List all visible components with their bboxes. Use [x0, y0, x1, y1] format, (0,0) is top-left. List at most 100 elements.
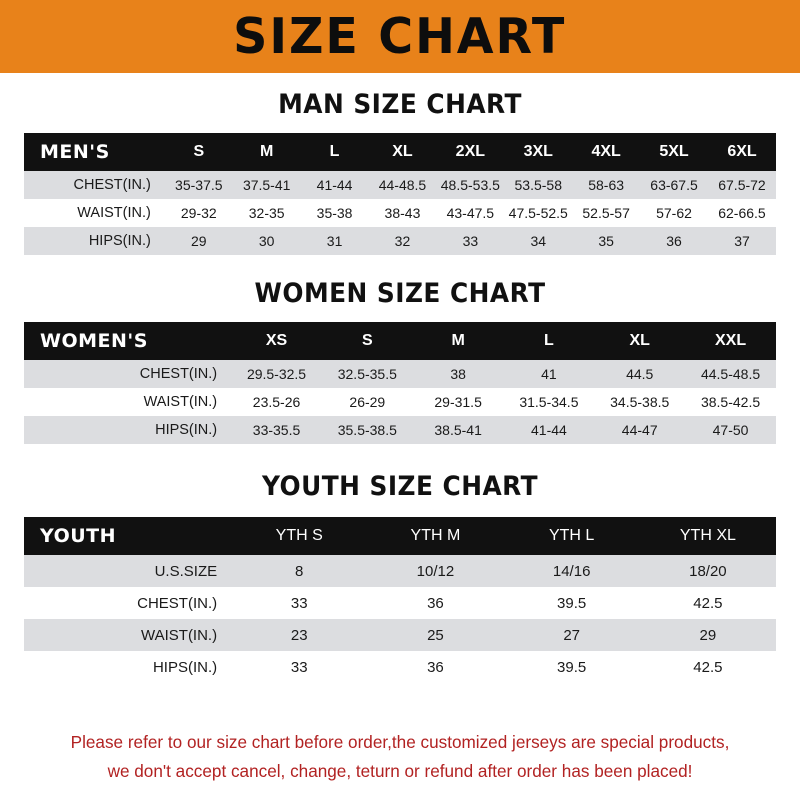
cell-hips-in--2xl: 33 [436, 227, 505, 255]
column-header-yth-s: YTH S [275, 527, 323, 544]
cell-hips-in--xl: 44-47 [594, 416, 686, 444]
cell-hips-in--xl: 32 [368, 227, 437, 255]
page-banner: SIZE CHART [0, 0, 800, 73]
women-section-title: WOMEN SIZE CHART [254, 278, 546, 309]
table-row: HIPS(IN.) 33-35.5 35.5-38.5 38.5-41 41-44 44-… [24, 416, 776, 444]
cell-waist-in--yth-m: 25 [367, 619, 504, 651]
cell-chest-in--l: 41 [503, 360, 595, 388]
cell-waist-in--l: 31.5-34.5 [503, 388, 595, 416]
column-header-yth-xl: YTH XL [679, 527, 736, 544]
man-table-body: MEN'S S M L XL 2XL 3XL 4XL 5XL 6XL CHEST(IN.) 35-37… [24, 133, 776, 255]
cell-u-s-size-yth-xl: 18/20 [639, 555, 776, 587]
cell-chest-in--yth-m: 36 [367, 587, 504, 619]
column-header-4xl: 4XL [591, 143, 621, 160]
cell-waist-in--s: 29-32 [164, 199, 233, 227]
cell-u-s-size-yth-l: 14/16 [503, 555, 640, 587]
cell-chest-in--xs: 29.5-32.5 [231, 360, 322, 388]
row-label-chest-in-: CHEST(IN.) [24, 171, 165, 199]
row-label-u-s-size: U.S.SIZE [24, 555, 232, 587]
table-row: WAIST(IN.) 29-32 32-35 35-38 38-43 43-47.5 47.… [24, 199, 776, 227]
page-title: SIZE CHART [233, 8, 567, 65]
cell-chest-in--xl: 44-48.5 [368, 171, 437, 199]
cell-waist-in--s: 26-29 [321, 388, 413, 416]
cell-hips-in--s: 29 [164, 227, 233, 255]
column-header-l: L [329, 143, 340, 160]
youth-table-body: YOUTH YTH S YTH M YTH L YTH XL U.S.SIZE 8 10/12… [24, 517, 776, 683]
column-header-xxl: XXL [714, 332, 747, 349]
column-header-s: S [193, 143, 205, 160]
table-corner-label: YOUTH [40, 525, 117, 547]
cell-chest-in--4xl: 58-63 [572, 171, 641, 199]
cell-chest-in--3xl: 53.5-58 [504, 171, 573, 199]
cell-chest-in--2xl: 48.5-53.5 [436, 171, 505, 199]
row-label-hips-in-: HIPS(IN.) [24, 416, 232, 444]
cell-waist-in--xxl: 38.5-42.5 [685, 388, 776, 416]
cell-chest-in--6xl: 67.5-72 [707, 171, 776, 199]
cell-u-s-size-yth-s: 8 [231, 555, 368, 587]
cell-hips-in--yth-xl: 42.5 [639, 651, 776, 683]
column-header-xs: XS [265, 332, 288, 349]
cell-hips-in--m: 30 [232, 227, 301, 255]
cell-hips-in--s: 35.5-38.5 [321, 416, 413, 444]
youth-size-table-wrapper: YOUTH YTH S YTH M YTH L YTH XL U.S.SIZE 8 10/12… [24, 517, 776, 683]
row-label-waist-in-: WAIST(IN.) [24, 619, 232, 651]
cell-chest-in--yth-s: 33 [231, 587, 368, 619]
cell-hips-in--3xl: 34 [504, 227, 573, 255]
table-row: HIPS(IN.) 29 30 31 32 33 34 35 36 37 [24, 227, 776, 255]
column-header-s: S [361, 332, 373, 349]
cell-waist-in--yth-l: 27 [503, 619, 640, 651]
cell-u-s-size-yth-m: 10/12 [367, 555, 504, 587]
cell-waist-in--4xl: 52.5-57 [572, 199, 641, 227]
cell-hips-in--5xl: 36 [640, 227, 708, 255]
cell-hips-in--xs: 33-35.5 [231, 416, 322, 444]
cell-chest-in--yth-xl: 42.5 [639, 587, 776, 619]
row-label-hips-in-: HIPS(IN.) [24, 651, 232, 683]
table-row: CHEST(IN.) 29.5-32.5 32.5-35.5 38 41 44.5 44.5… [24, 360, 776, 388]
women-size-table-wrapper: WOMEN'S XS S M L XL XXL CHEST(IN.) 29.5-32.5 32.5… [24, 322, 776, 444]
row-label-chest-in-: CHEST(IN.) [24, 360, 232, 388]
table-header-row: YOUTH YTH S YTH M YTH L YTH XL [24, 517, 776, 555]
cell-chest-in--yth-l: 39.5 [503, 587, 640, 619]
table-row: CHEST(IN.) 35-37.5 37.5-41 41-44 44-48.5 48.5… [24, 171, 776, 199]
cell-waist-in--5xl: 57-62 [640, 199, 708, 227]
cell-hips-in--xxl: 47-50 [685, 416, 776, 444]
man-section-title: MAN SIZE CHART [278, 89, 522, 120]
table-header-row: MEN'S S M L XL 2XL 3XL 4XL 5XL 6XL [24, 133, 776, 171]
row-label-chest-in-: CHEST(IN.) [24, 587, 232, 619]
cell-waist-in--xl: 34.5-38.5 [594, 388, 686, 416]
man-size-table: MEN'S S M L XL 2XL 3XL 4XL 5XL 6XL CHEST(IN.) 35-37… [24, 133, 776, 255]
table-row: WAIST(IN.) 23 25 27 29 [24, 619, 776, 651]
cell-waist-in--2xl: 43-47.5 [436, 199, 505, 227]
row-label-waist-in-: WAIST(IN.) [24, 199, 165, 227]
table-header-row: WOMEN'S XS S M L XL XXL [24, 322, 776, 360]
row-label-waist-in-: WAIST(IN.) [24, 388, 232, 416]
cell-waist-in--3xl: 47.5-52.5 [504, 199, 573, 227]
cell-waist-in--xl: 38-43 [368, 199, 437, 227]
table-row: U.S.SIZE 8 10/12 14/16 18/20 [24, 555, 776, 587]
column-header-xl: XL [392, 143, 413, 160]
column-header-l: L [544, 332, 554, 349]
cell-hips-in--6xl: 37 [707, 227, 776, 255]
cell-waist-in--m: 32-35 [232, 199, 301, 227]
man-size-table-wrapper: MEN'S S M L XL 2XL 3XL 4XL 5XL 6XL CHEST(IN.) 35-37… [24, 133, 776, 255]
order-policy-note: Please refer to our size chart before or… [0, 728, 800, 786]
cell-chest-in--m: 37.5-41 [232, 171, 301, 199]
row-label-hips-in-: HIPS(IN.) [24, 227, 165, 255]
column-header-m: M [451, 332, 465, 349]
order-policy-line-2: we don't accept cancel, change, teturn o… [107, 761, 693, 782]
cell-chest-in--xl: 44.5 [594, 360, 686, 388]
column-header-yth-l: YTH L [548, 527, 595, 544]
youth-section-title: YOUTH SIZE CHART [261, 471, 539, 502]
column-header-2xl: 2XL [455, 143, 486, 160]
cell-hips-in--yth-l: 39.5 [503, 651, 640, 683]
cell-chest-in--5xl: 63-67.5 [640, 171, 708, 199]
cell-hips-in--l: 41-44 [503, 416, 595, 444]
table-row: CHEST(IN.) 33 36 39.5 42.5 [24, 587, 776, 619]
cell-hips-in--l: 31 [300, 227, 369, 255]
youth-size-table: YOUTH YTH S YTH M YTH L YTH XL U.S.SIZE 8 10/12… [24, 517, 776, 683]
column-header-yth-m: YTH M [410, 527, 461, 544]
cell-waist-in--yth-xl: 29 [639, 619, 776, 651]
table-corner-label: WOMEN'S [40, 330, 148, 352]
cell-chest-in--m: 38 [412, 360, 504, 388]
column-header-6xl: 6XL [727, 143, 757, 160]
